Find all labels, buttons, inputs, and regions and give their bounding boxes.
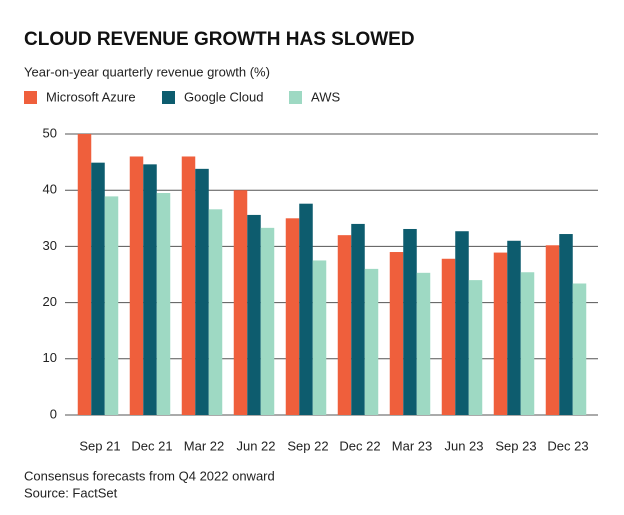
legend-swatch [162, 91, 175, 104]
bar [247, 214, 261, 415]
bar [299, 203, 313, 415]
bar [520, 272, 535, 415]
bar [208, 209, 223, 415]
legend-label: Microsoft Azure [46, 89, 136, 104]
y-tick-label: 50 [43, 125, 57, 140]
note: Source: FactSet [24, 485, 118, 500]
x-tick-label: Dec 22 [339, 438, 380, 453]
legend-label: AWS [311, 89, 340, 104]
bar [129, 156, 144, 416]
bar [403, 228, 417, 415]
note: Consensus forecasts from Q4 2022 onward [24, 468, 275, 483]
x-tick-label: Jun 22 [236, 438, 275, 453]
x-tick-label: Dec 21 [131, 438, 172, 453]
bar [143, 164, 157, 415]
bar [441, 258, 456, 415]
x-tick-label: Mar 23 [392, 438, 432, 453]
bar [312, 260, 327, 415]
bar [572, 283, 587, 415]
bar [364, 268, 379, 415]
y-tick-label: 10 [43, 350, 57, 365]
bar [91, 162, 105, 415]
bar [233, 190, 248, 415]
legend-swatch [24, 91, 37, 104]
x-tick-label: Sep 22 [287, 438, 328, 453]
chart-title: CLOUD REVENUE GROWTH HAS SLOWED [24, 29, 415, 50]
x-tick-label: Dec 23 [547, 438, 588, 453]
bar [455, 231, 469, 415]
bar [545, 245, 560, 415]
y-tick-label: 30 [43, 238, 57, 253]
y-tick-label: 40 [43, 182, 57, 197]
x-tick-label: Jun 23 [444, 438, 483, 453]
bar [104, 196, 119, 415]
bar [389, 252, 404, 415]
bar [468, 280, 483, 415]
bar [416, 272, 431, 415]
bar [351, 223, 365, 415]
y-tick-label: 0 [50, 406, 57, 421]
bar [156, 193, 171, 415]
bar [493, 252, 508, 415]
y-tick-label: 20 [43, 294, 57, 309]
x-tick-label: Sep 23 [495, 438, 536, 453]
bar [260, 227, 275, 415]
legend-label: Google Cloud [184, 89, 264, 104]
x-tick-label: Sep 21 [79, 438, 120, 453]
legend-swatch [289, 91, 302, 104]
chart-subtitle: Year-on-year quarterly revenue growth (%… [24, 64, 270, 79]
bar [337, 235, 352, 415]
bar [77, 134, 92, 415]
bar [507, 240, 521, 415]
bar [285, 218, 300, 415]
x-tick-label: Mar 22 [184, 438, 224, 453]
bar [181, 156, 196, 416]
bar [195, 168, 209, 415]
bar [559, 234, 573, 415]
